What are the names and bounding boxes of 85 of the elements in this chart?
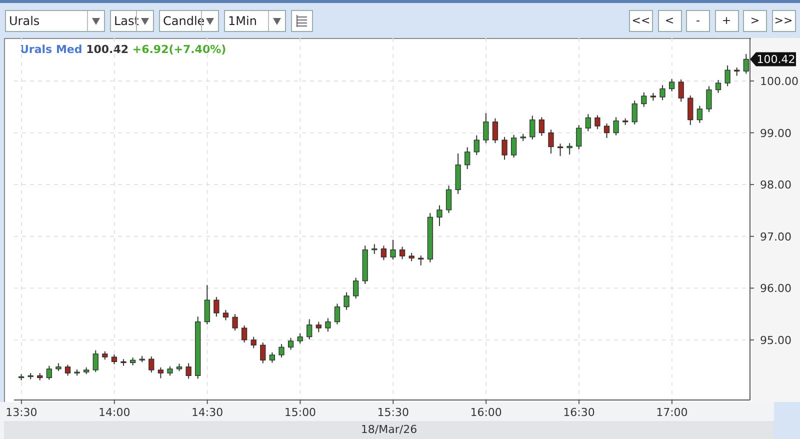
candlestick [334,303,340,325]
y-tick-label: 98.00 [760,178,792,192]
candlestick [604,122,610,138]
candlestick [92,350,98,373]
candlestick [46,365,52,380]
candlestick [530,115,536,140]
candlestick [214,296,220,318]
candlestick [204,284,210,325]
candlestick [288,337,294,350]
nav-button: > [743,10,767,32]
candlestick [464,146,470,170]
candlestick [492,118,498,144]
candlestick [511,134,517,158]
candlestick [306,318,312,340]
candlestick [269,352,275,364]
candlestick [260,342,266,364]
candlestick [678,78,684,102]
dropdown: 1Min [224,10,286,32]
candlestick [344,292,350,310]
candlestick [158,366,164,379]
candlestick [715,79,722,94]
annotation: 100.42 [756,53,796,66]
nav-button: >> [772,10,796,32]
x-tick-label: 14:00 [98,406,130,419]
nav-button: + [714,10,738,32]
candlestick [148,356,154,374]
y-tick-label: 96.00 [760,282,792,296]
y-tick-label: 99.00 [760,126,792,140]
x-tick-label: 15:00 [284,406,316,419]
candlestick [222,309,229,321]
candlestick [390,239,396,260]
y-tick-label: 100.00 [760,74,798,88]
candlestick [400,246,406,260]
candlestick [250,336,256,349]
candlestick [724,64,730,87]
x-tick-label: 16:30 [563,406,595,419]
candlestick [372,244,378,254]
y-tick-label: 97.00 [760,230,792,244]
x-tick-label: 17:00 [656,406,688,419]
candlestick [380,245,387,261]
nav-button: << [629,10,653,32]
dropdown: Urals [5,10,105,32]
candlestick [613,116,619,136]
nav-button: < [658,10,682,32]
candlestick [186,362,192,380]
candlestick [696,105,702,124]
candlestick [278,344,284,358]
candlestick [111,354,118,365]
x-tick-label: 14:30 [191,406,224,419]
candlestick [232,314,238,332]
y-tick-label: 95.00 [760,334,792,347]
candlestick [242,324,248,344]
x-tick-label: 16:00 [470,406,502,419]
x-axis-title: 18/Mar/26 [4,421,774,439]
dropdown: Candle [159,10,219,32]
nav-button: - [686,10,710,32]
candlestick [502,136,508,160]
candlestick [483,112,489,144]
candlestick [641,92,647,108]
candlestick [594,114,600,130]
candlestick [446,185,452,214]
text: Urals Med 100.42 +6.92(+7.40%) [20,43,226,56]
candlestick [167,366,173,376]
candlestick [64,364,71,376]
candlestick [585,114,591,132]
candlestick [474,134,480,156]
candlestick [316,321,322,333]
candlestick [436,204,442,226]
candlestick [418,255,424,266]
candlestick [688,94,694,126]
candlestick [660,84,666,101]
candlestick [297,332,303,344]
candlestick [353,277,359,299]
candlestick [576,124,582,150]
candlestick [538,116,544,136]
candlestick [325,318,331,332]
candlestick [706,86,712,113]
x-tick-label: 13:30 [6,406,38,419]
candlestick [566,142,572,156]
x-tick-label: 15:30 [377,406,410,419]
candlestick [557,143,564,157]
candlestick [668,78,675,92]
candlestick [632,100,638,125]
candlestick [548,129,554,154]
candlestick [743,54,749,74]
